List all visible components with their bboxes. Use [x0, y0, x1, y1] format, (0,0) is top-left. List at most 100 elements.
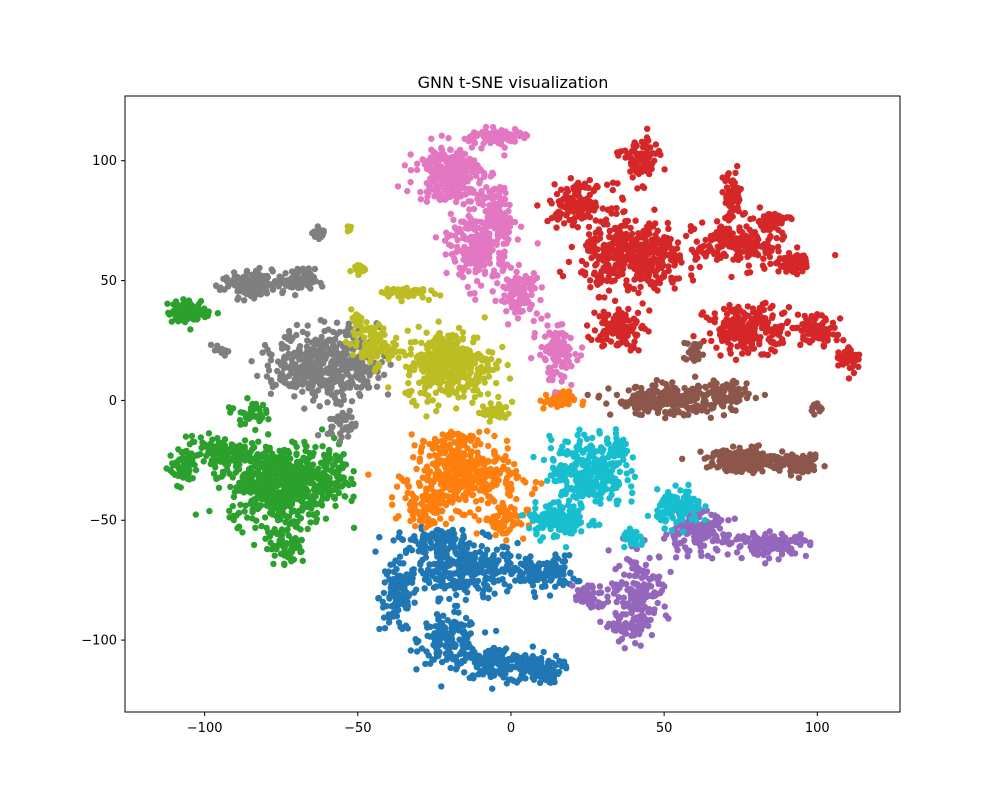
data-point: [507, 471, 514, 478]
data-point: [691, 533, 698, 541]
data-point: [467, 432, 474, 439]
data-point: [729, 443, 737, 450]
data-point: [722, 214, 729, 222]
data-point: [766, 335, 773, 342]
data-point: [614, 180, 621, 187]
data-point: [574, 587, 582, 594]
series-4-points: [569, 500, 814, 652]
data-point: [595, 294, 602, 301]
data-point: [766, 253, 774, 261]
data-point: [256, 406, 263, 413]
data-point: [734, 391, 741, 398]
data-point: [550, 563, 557, 570]
data-point: [404, 489, 411, 497]
data-point: [665, 225, 672, 232]
data-point: [402, 494, 409, 502]
data-point: [433, 462, 440, 470]
data-point: [683, 403, 690, 410]
data-point: [170, 301, 177, 308]
data-point: [491, 470, 498, 478]
data-point: [482, 661, 489, 668]
data-point: [628, 624, 635, 632]
data-point: [409, 511, 417, 518]
data-point: [711, 393, 718, 401]
data-point: [750, 309, 757, 316]
data-point: [499, 543, 506, 550]
data-point: [341, 492, 348, 500]
data-point: [408, 431, 415, 438]
data-point: [459, 562, 466, 570]
data-point: [765, 236, 772, 244]
data-point: [419, 537, 426, 544]
data-point: [381, 568, 389, 575]
data-point: [631, 580, 639, 587]
data-point: [720, 305, 728, 313]
data-point: [636, 400, 644, 407]
data-point: [643, 223, 651, 230]
data-point: [546, 592, 554, 599]
data-point: [697, 531, 704, 538]
data-point: [739, 350, 746, 357]
data-point: [473, 663, 480, 671]
data-point: [225, 404, 233, 411]
data-point: [642, 561, 650, 569]
data-point: [638, 150, 645, 157]
data-point: [722, 177, 729, 185]
data-point: [307, 519, 314, 526]
data-point: [529, 582, 537, 589]
data-point: [179, 306, 186, 313]
data-point: [426, 493, 433, 500]
data-point: [412, 495, 420, 502]
data-point: [486, 586, 493, 593]
data-point: [651, 592, 658, 599]
data-point: [258, 460, 265, 467]
data-point: [626, 587, 633, 594]
data-point: [632, 640, 639, 647]
data-point: [661, 234, 668, 241]
data-point: [577, 269, 585, 276]
data-point: [641, 255, 649, 262]
data-point: [478, 460, 485, 467]
data-point: [302, 447, 309, 454]
data-point: [439, 446, 447, 453]
data-point: [375, 595, 382, 602]
data-point: [487, 465, 494, 473]
data-point: [436, 639, 443, 646]
data-point: [381, 625, 389, 632]
data-point: [523, 506, 530, 513]
data-point: [407, 517, 414, 524]
data-point: [164, 300, 171, 307]
data-point: [459, 526, 466, 534]
data-point: [404, 605, 411, 612]
data-point: [236, 445, 243, 452]
data-point: [750, 345, 758, 352]
data-point: [553, 190, 561, 198]
data-point: [241, 437, 249, 444]
data-point: [653, 404, 660, 411]
data-point: [281, 561, 288, 568]
data-point: [662, 414, 669, 422]
data-point: [248, 464, 255, 471]
data-point: [350, 493, 357, 500]
data-point: [491, 458, 498, 465]
data-point: [426, 633, 434, 640]
data-point: [536, 667, 544, 674]
data-point: [411, 599, 418, 606]
data-point: [552, 583, 559, 590]
data-point: [652, 141, 660, 148]
data-point: [711, 384, 719, 391]
data-point: [625, 387, 632, 394]
data-point: [785, 304, 793, 311]
data-point: [591, 327, 599, 334]
data-point: [231, 488, 239, 496]
data-point: [778, 530, 785, 538]
data-point: [290, 518, 297, 525]
data-point: [423, 620, 430, 627]
data-point: [472, 498, 480, 505]
data-point: [728, 406, 736, 414]
data-point: [621, 147, 629, 154]
data-point: [753, 243, 760, 250]
data-point: [284, 501, 291, 508]
data-point: [652, 220, 659, 227]
data-point: [515, 553, 522, 560]
